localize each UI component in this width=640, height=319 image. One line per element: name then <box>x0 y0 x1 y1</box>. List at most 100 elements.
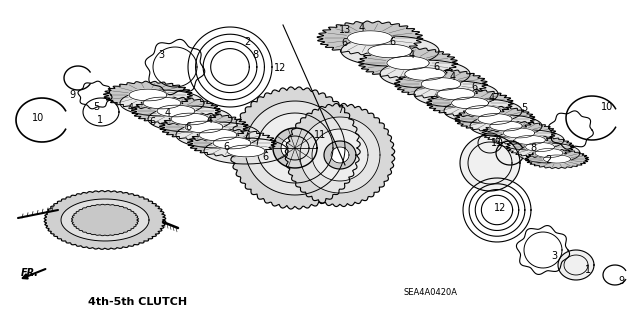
Polygon shape <box>245 101 345 195</box>
Text: 4: 4 <box>450 72 456 82</box>
Text: 3: 3 <box>551 251 557 261</box>
Polygon shape <box>44 191 166 249</box>
Polygon shape <box>478 114 512 124</box>
Polygon shape <box>204 138 288 164</box>
Polygon shape <box>331 147 349 163</box>
Text: 6: 6 <box>341 38 347 48</box>
Polygon shape <box>437 88 475 100</box>
Text: FR.: FR. <box>21 268 39 278</box>
Text: 5: 5 <box>93 102 99 112</box>
Text: 8: 8 <box>252 50 258 60</box>
Polygon shape <box>470 115 542 137</box>
Text: 6: 6 <box>149 117 155 127</box>
Polygon shape <box>95 215 115 225</box>
Polygon shape <box>404 68 445 80</box>
Polygon shape <box>300 117 380 193</box>
Polygon shape <box>525 150 589 168</box>
Polygon shape <box>157 105 195 117</box>
Polygon shape <box>394 69 488 99</box>
Text: 9: 9 <box>69 90 75 100</box>
Polygon shape <box>185 121 223 133</box>
Polygon shape <box>227 145 265 157</box>
Polygon shape <box>159 113 248 141</box>
Text: 4: 4 <box>245 133 251 143</box>
Text: 1: 1 <box>585 265 591 275</box>
Text: 10: 10 <box>32 113 44 123</box>
Text: 6: 6 <box>185 122 191 132</box>
Polygon shape <box>465 106 500 116</box>
Polygon shape <box>421 78 461 90</box>
Polygon shape <box>324 141 356 169</box>
Text: 13: 13 <box>339 25 351 35</box>
Text: 6: 6 <box>471 82 477 92</box>
Polygon shape <box>61 199 149 241</box>
Polygon shape <box>455 106 535 132</box>
Polygon shape <box>452 97 488 109</box>
Polygon shape <box>380 60 470 88</box>
Polygon shape <box>87 212 123 228</box>
Text: 8: 8 <box>530 143 536 153</box>
Polygon shape <box>558 250 594 280</box>
Text: 4: 4 <box>207 115 213 125</box>
Text: 4: 4 <box>128 103 134 113</box>
Polygon shape <box>515 136 545 145</box>
Text: 7: 7 <box>337 105 343 115</box>
Polygon shape <box>143 97 181 109</box>
Polygon shape <box>387 56 429 70</box>
Text: 6: 6 <box>262 152 268 162</box>
Text: 3: 3 <box>158 50 164 60</box>
Polygon shape <box>427 89 513 117</box>
Text: 9: 9 <box>618 276 624 286</box>
Polygon shape <box>460 135 520 191</box>
Polygon shape <box>285 103 395 207</box>
Text: 4th-5th CLUTCH: 4th-5th CLUTCH <box>88 297 187 307</box>
Polygon shape <box>176 122 260 148</box>
Text: 4: 4 <box>409 50 415 60</box>
Polygon shape <box>414 81 498 107</box>
Text: 2: 2 <box>545 155 551 165</box>
Text: 10: 10 <box>601 102 613 112</box>
Polygon shape <box>444 99 522 123</box>
Polygon shape <box>257 113 333 183</box>
Polygon shape <box>543 155 570 163</box>
Polygon shape <box>525 143 554 152</box>
Text: 6: 6 <box>389 37 395 47</box>
Text: 4: 4 <box>359 23 365 33</box>
Polygon shape <box>312 129 368 181</box>
Text: 5: 5 <box>521 103 527 113</box>
Text: 1: 1 <box>97 115 103 125</box>
Polygon shape <box>506 137 574 158</box>
Polygon shape <box>148 106 232 132</box>
Text: 11: 11 <box>491 138 503 148</box>
Text: 11: 11 <box>314 130 326 140</box>
Polygon shape <box>273 128 317 168</box>
Polygon shape <box>503 128 535 138</box>
Polygon shape <box>132 97 220 125</box>
Text: 2: 2 <box>244 37 250 47</box>
Polygon shape <box>518 143 580 163</box>
Polygon shape <box>72 204 138 236</box>
Polygon shape <box>129 89 167 101</box>
Text: 6: 6 <box>223 142 229 152</box>
Polygon shape <box>230 87 360 209</box>
Polygon shape <box>120 90 204 116</box>
Polygon shape <box>368 44 412 58</box>
Polygon shape <box>535 149 563 158</box>
Text: SEA4A0420A: SEA4A0420A <box>403 288 457 297</box>
Text: 12: 12 <box>274 63 286 73</box>
Text: 12: 12 <box>494 203 506 213</box>
Polygon shape <box>213 137 251 149</box>
Polygon shape <box>358 47 458 79</box>
Polygon shape <box>188 129 276 157</box>
Text: 6: 6 <box>433 62 439 72</box>
Polygon shape <box>482 121 556 145</box>
Polygon shape <box>317 21 423 55</box>
Polygon shape <box>199 129 237 141</box>
Polygon shape <box>104 81 193 109</box>
Polygon shape <box>341 36 439 66</box>
Polygon shape <box>171 113 209 125</box>
Polygon shape <box>496 130 564 150</box>
Polygon shape <box>281 136 309 160</box>
Text: 4: 4 <box>165 108 171 118</box>
Text: 4: 4 <box>489 93 495 103</box>
